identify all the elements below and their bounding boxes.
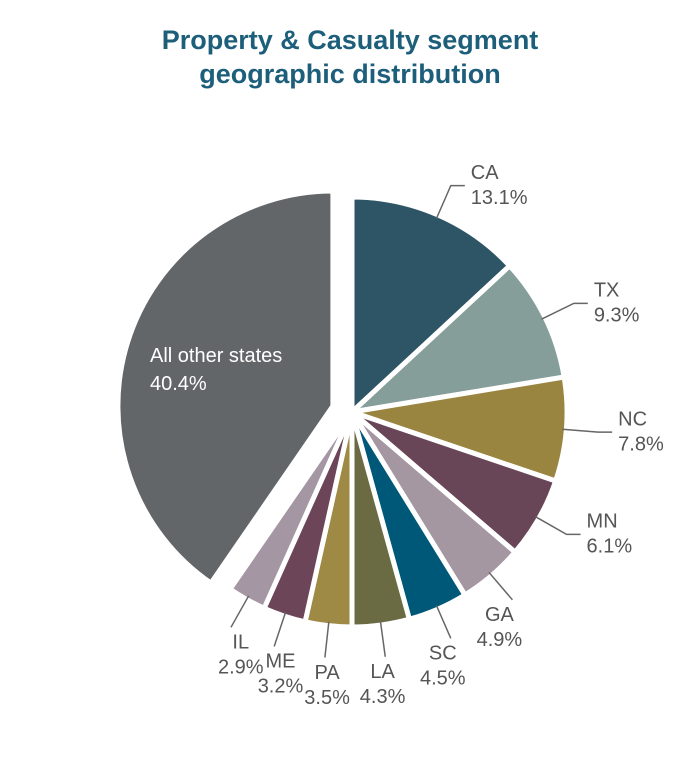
slice-label: TX <box>594 280 620 302</box>
value-label: 6.1% <box>587 536 633 558</box>
leader-line <box>435 605 452 639</box>
slice-label: IL <box>232 632 249 654</box>
slice-label: SC <box>429 643 457 665</box>
leader-line <box>488 571 513 601</box>
chart-title: Property & Casualty segment <box>162 25 539 55</box>
value-label: 4.3% <box>360 686 406 708</box>
slice-label: PA <box>314 662 340 684</box>
leader-line <box>562 428 613 433</box>
slice-label: MN <box>587 511 618 533</box>
value-label: 3.5% <box>304 687 350 709</box>
value-label: 40.4% <box>150 373 207 395</box>
slice-label: LA <box>370 661 395 683</box>
value-label: 9.3% <box>594 305 640 327</box>
slice-label: All other states <box>150 345 282 367</box>
chart-title: geographic distribution <box>199 59 501 89</box>
slice-label: GA <box>485 604 515 626</box>
slice-label: CA <box>471 162 499 184</box>
slice-label: ME <box>265 651 295 673</box>
value-label: 4.9% <box>477 629 523 651</box>
leader-line <box>230 595 250 628</box>
leader-line <box>379 620 387 657</box>
leader-line <box>273 612 287 647</box>
leader-line <box>534 515 581 536</box>
value-label: 7.8% <box>618 433 664 455</box>
leader-line <box>324 621 330 658</box>
value-label: 3.2% <box>258 676 304 698</box>
leader-line <box>541 302 588 320</box>
leader-line <box>435 184 465 219</box>
slice-label: NC <box>618 408 647 430</box>
value-label: 13.1% <box>471 187 528 209</box>
value-label: 2.9% <box>218 657 264 679</box>
pie-slice <box>115 188 336 587</box>
value-label: 4.5% <box>420 668 466 690</box>
